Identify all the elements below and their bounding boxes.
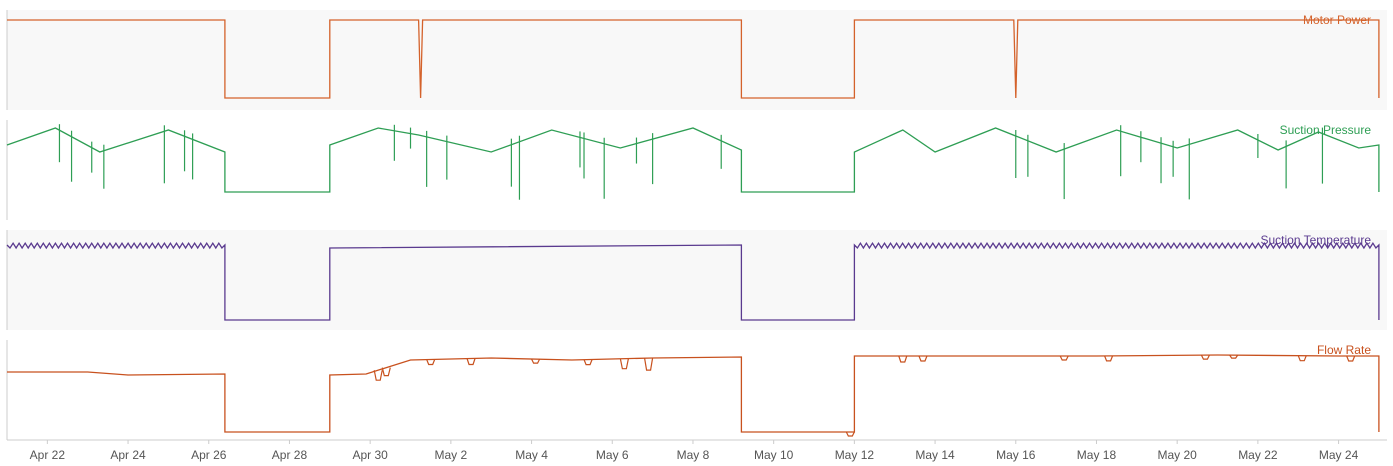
flow-dip	[643, 358, 654, 371]
x-axis: Apr 22 Apr 24 Apr 26 Apr 28 Apr 30 May 2 May 4…	[7, 439, 1387, 462]
x-tick-label: May 18	[1077, 448, 1117, 462]
flow-dip	[845, 431, 855, 437]
x-tick-label: May 2	[435, 448, 468, 462]
x-tick-label: May 4	[515, 448, 548, 462]
x-tick-label: May 10	[754, 448, 794, 462]
flow-dip	[1200, 354, 1210, 360]
flow-dip	[531, 358, 541, 364]
panel-suction-pressure: Suction Pressure	[6, 120, 1387, 220]
panel-background	[7, 340, 1387, 440]
series-line	[7, 354, 1380, 433]
flow-dip	[1346, 355, 1356, 362]
x-tick-label: May 14	[915, 448, 955, 462]
x-tick-label: May 22	[1238, 448, 1278, 462]
x-tick-label: May 6	[596, 448, 629, 462]
flow-dip	[619, 358, 629, 370]
flow-dip	[373, 370, 383, 381]
x-tick-label: May 20	[1157, 448, 1197, 462]
series-line	[6, 241, 1380, 321]
flow-dip	[583, 359, 593, 366]
flow-dip	[381, 367, 391, 377]
panel-background	[7, 230, 1387, 330]
panel-suction-temperature: Suction Temperature	[6, 230, 1387, 330]
panel-flow-rate: Flow Rate	[6, 340, 1387, 440]
flow-dip	[426, 359, 436, 366]
x-tick-label: Apr 28	[272, 448, 308, 462]
panel-background	[7, 10, 1387, 110]
flow-dip	[898, 355, 908, 363]
x-tick-label: May 24	[1319, 448, 1359, 462]
flow-dip	[1229, 354, 1239, 359]
series-label: Flow Rate	[1317, 343, 1371, 357]
series-line	[7, 19, 1380, 99]
x-tick-label: May 16	[996, 448, 1036, 462]
flow-dip	[466, 358, 476, 366]
panels-layer: Motor Power Suction Pressure Suction Tempe…	[6, 10, 1387, 440]
flow-dip	[1104, 355, 1114, 362]
flow-dip	[1297, 355, 1307, 362]
series-label: Suction Temperature	[1260, 233, 1371, 247]
x-tick-label: Apr 30	[352, 448, 388, 462]
x-tick-label: Apr 26	[191, 448, 227, 462]
series-label: Suction Pressure	[1280, 123, 1372, 137]
x-tick-label: Apr 22	[30, 448, 66, 462]
x-tick-label: May 8	[677, 448, 710, 462]
flow-dip	[918, 355, 928, 362]
panel-motor-power: Motor Power	[6, 10, 1387, 110]
series-line	[6, 127, 1380, 193]
panel-background	[7, 120, 1387, 220]
x-tick-label: May 12	[835, 448, 875, 462]
flow-dip	[1059, 355, 1069, 361]
series-label: Motor Power	[1303, 13, 1371, 27]
x-tick-label: Apr 24	[110, 448, 146, 462]
